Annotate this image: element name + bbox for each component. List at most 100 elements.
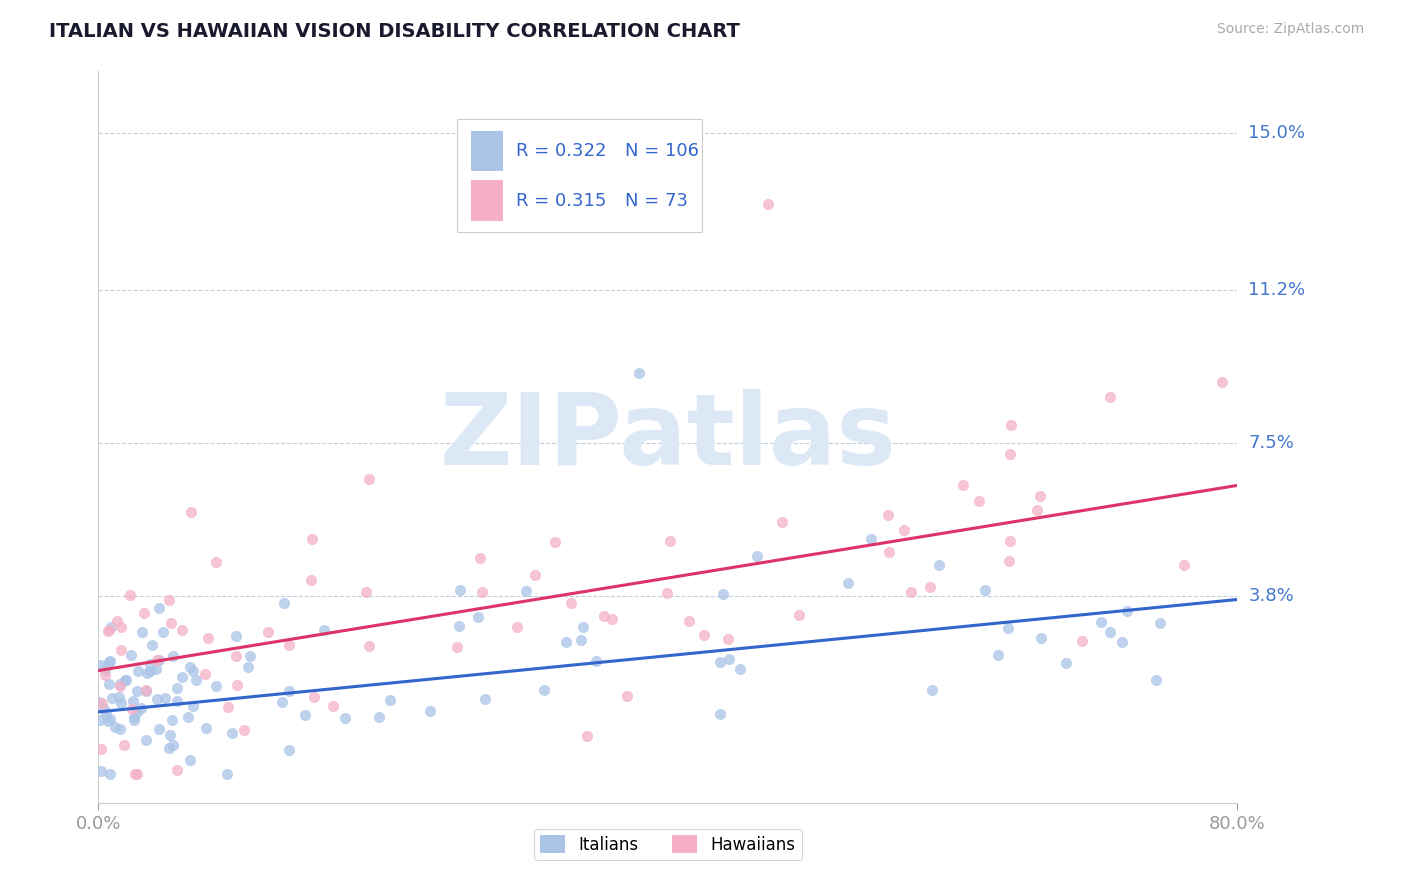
Point: [93, 702, 115, 716]
Point: [256, 624, 278, 639]
Point: [467, 610, 489, 624]
Point: [1070, 633, 1092, 648]
Point: [238, 648, 260, 663]
Point: [1029, 631, 1052, 645]
Point: [1173, 558, 1195, 573]
Point: [97, 714, 120, 728]
Point: [555, 634, 578, 648]
FancyBboxPatch shape: [457, 119, 702, 232]
Point: [107, 690, 129, 704]
Point: [215, 767, 238, 781]
Point: [277, 684, 299, 698]
Point: [1099, 624, 1122, 639]
Point: [104, 720, 127, 734]
Point: [146, 653, 169, 667]
Point: [1000, 417, 1022, 432]
Point: [98, 654, 121, 668]
Point: [693, 628, 716, 642]
Point: [162, 738, 184, 752]
Text: 15.0%: 15.0%: [1249, 124, 1305, 143]
Point: [967, 494, 990, 508]
Point: [1029, 489, 1052, 503]
Point: [110, 642, 132, 657]
Point: [141, 638, 163, 652]
Point: [1090, 615, 1112, 629]
Point: [1149, 615, 1171, 630]
Point: [162, 648, 184, 663]
Point: [148, 653, 170, 667]
Point: [837, 576, 859, 591]
Point: [301, 532, 323, 546]
Point: [419, 704, 441, 718]
Point: [678, 614, 700, 628]
Point: [122, 694, 145, 708]
Point: [105, 614, 128, 628]
Point: [302, 690, 325, 705]
Point: [136, 665, 159, 680]
Point: [135, 683, 157, 698]
Point: [121, 702, 143, 716]
Point: [1211, 376, 1233, 390]
Point: [1098, 390, 1121, 404]
Text: ITALIAN VS HAWAIIAN VISION DISABILITY CORRELATION CHART: ITALIAN VS HAWAIIAN VISION DISABILITY CO…: [49, 22, 740, 41]
Point: [278, 638, 301, 652]
Point: [952, 478, 974, 492]
FancyBboxPatch shape: [471, 130, 503, 170]
Point: [232, 723, 254, 738]
Point: [273, 596, 295, 610]
Point: [301, 573, 323, 587]
Point: [294, 708, 316, 723]
Point: [135, 733, 157, 747]
Point: [225, 629, 247, 643]
Point: [120, 648, 142, 663]
Point: [378, 693, 401, 707]
Point: [997, 621, 1019, 635]
Point: [756, 196, 779, 211]
Point: [544, 534, 567, 549]
Point: [205, 554, 228, 568]
Legend: Italians, Hawaiians: Italians, Hawaiians: [534, 829, 801, 860]
Point: [179, 753, 201, 767]
Text: Source: ZipAtlas.com: Source: ZipAtlas.com: [1216, 22, 1364, 37]
Point: [893, 523, 915, 537]
Point: [322, 698, 344, 713]
Point: [359, 472, 381, 486]
Point: [94, 707, 117, 722]
Point: [110, 620, 132, 634]
Point: [135, 684, 157, 698]
Text: R = 0.315: R = 0.315: [516, 192, 607, 210]
Point: [157, 593, 180, 607]
Point: [97, 624, 120, 639]
Point: [524, 567, 547, 582]
Point: [585, 654, 607, 668]
Point: [152, 625, 174, 640]
Point: [271, 695, 294, 709]
Point: [357, 639, 380, 653]
Point: [277, 743, 299, 757]
Point: [709, 707, 731, 722]
Point: [131, 625, 153, 640]
Point: [194, 721, 217, 735]
Point: [124, 710, 146, 724]
Point: [1115, 604, 1137, 618]
Text: N = 106: N = 106: [624, 142, 699, 160]
Point: [146, 692, 169, 706]
Point: [160, 713, 183, 727]
Point: [221, 726, 243, 740]
Point: [115, 673, 138, 687]
Point: [145, 661, 167, 675]
Point: [900, 585, 922, 599]
Point: [124, 713, 146, 727]
Point: [974, 582, 997, 597]
Point: [159, 616, 181, 631]
Point: [159, 728, 181, 742]
Point: [515, 583, 537, 598]
Point: [505, 620, 527, 634]
Point: [170, 670, 193, 684]
Point: [314, 623, 336, 637]
Point: [572, 620, 595, 634]
Point: [468, 551, 491, 566]
Point: [717, 632, 740, 647]
Point: [998, 447, 1021, 461]
Text: 3.8%: 3.8%: [1249, 587, 1294, 605]
